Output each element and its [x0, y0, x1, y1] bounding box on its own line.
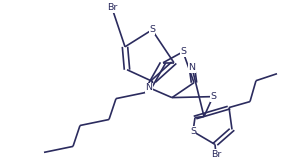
Text: S: S: [210, 92, 216, 101]
Text: S: S: [180, 47, 186, 56]
Text: Br: Br: [211, 150, 221, 159]
Text: S: S: [190, 127, 196, 136]
Text: N: N: [188, 63, 196, 72]
Text: N: N: [146, 83, 152, 92]
Text: S: S: [149, 25, 155, 34]
Text: Br: Br: [107, 4, 117, 12]
